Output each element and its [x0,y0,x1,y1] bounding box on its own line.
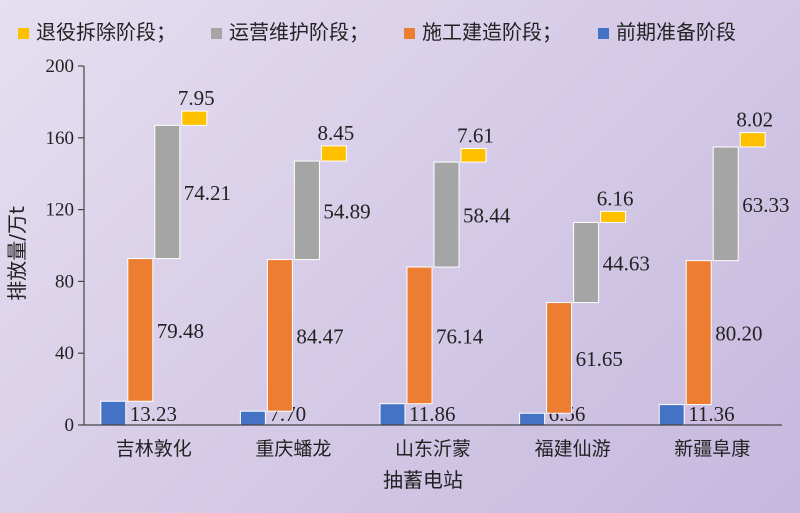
x-axis-categories: 吉林敦化 重庆蟠龙 山东沂蒙 福建仙游 新疆阜康 [116,438,750,460]
data-label-2-5: 80.20 [715,322,762,346]
bar-2-5 [685,260,712,406]
plot-area: 13.2379.4874.217.957.7084.4754.898.4511.… [100,86,789,426]
y-tick-label: 200 [46,56,75,77]
data-label-1-1: 13.23 [130,402,177,426]
data-label-3-5: 63.33 [742,193,789,217]
bar-4-1 [181,110,208,126]
legend-label: 退役拆除阶段； [36,20,176,44]
bar-3-2 [293,160,320,261]
x-category-label: 重庆蟠龙 [255,438,331,460]
legend-label: 运营维护阶段； [229,20,369,44]
data-label-4-2: 8.45 [318,121,355,145]
data-label-3-2: 54.89 [323,199,370,223]
data-label-1-3: 11.86 [409,402,455,426]
x-category-label: 福建仙游 [535,438,611,460]
legend-swatch [18,28,29,39]
y-tick-label: 40 [55,343,74,364]
y-axis-title: 排放量/万t [5,206,29,301]
bar-2-1 [127,258,154,402]
x-category-label: 新疆阜康 [674,438,750,460]
data-label-3-1: 74.21 [184,181,231,205]
x-axis-title: 抽蓄电站 [383,468,463,492]
bar-2-2 [266,259,293,412]
y-axis-ticks: 0 40 80 120 160 200 [46,56,84,436]
data-label-2-3: 76.14 [436,324,484,348]
bar-1-1 [100,400,127,426]
data-label-3-4: 44.63 [603,252,650,276]
bar-3-1 [154,124,181,260]
data-label-2-1: 79.48 [157,319,204,343]
data-label-4-5: 8.02 [736,108,773,132]
data-label-2-4: 61.65 [576,347,623,371]
y-tick-label: 120 [46,200,75,221]
bar-3-3 [433,161,460,268]
y-tick-label: 160 [46,128,75,149]
bar-4-5 [739,132,766,148]
bar-3-5 [712,146,739,262]
x-category-label: 山东沂蒙 [395,438,471,460]
x-category-label: 吉林敦化 [116,438,192,460]
data-label-4-3: 7.61 [457,123,494,147]
bar-4-3 [460,147,487,163]
legend-swatch [598,28,609,39]
bar-1-4 [519,412,546,426]
bar-1-2 [239,410,266,426]
legend-label: 前期准备阶段 [616,20,736,44]
bar-2-4 [546,302,573,414]
y-tick-label: 80 [55,271,74,292]
bar-4-2 [320,145,347,162]
bar-1-3 [379,403,406,426]
bar-1-5 [658,404,685,426]
data-label-2-2: 84.47 [296,324,343,348]
bar-4-4 [600,210,627,223]
y-tick-label: 0 [65,415,75,436]
legend-swatch [211,28,222,39]
data-label-3-3: 58.44 [463,204,511,228]
bar-3-4 [573,221,600,304]
data-label-4-1: 7.95 [178,86,215,110]
data-label-4-4: 6.16 [597,186,634,210]
legend-swatch [404,28,415,39]
chart-legend: 退役拆除阶段； 运营维护阶段； 施工建造阶段； 前期准备阶段 [18,20,736,44]
legend-label: 施工建造阶段； [422,20,562,44]
data-label-1-5: 11.36 [688,402,734,426]
bar-2-3 [406,266,433,405]
